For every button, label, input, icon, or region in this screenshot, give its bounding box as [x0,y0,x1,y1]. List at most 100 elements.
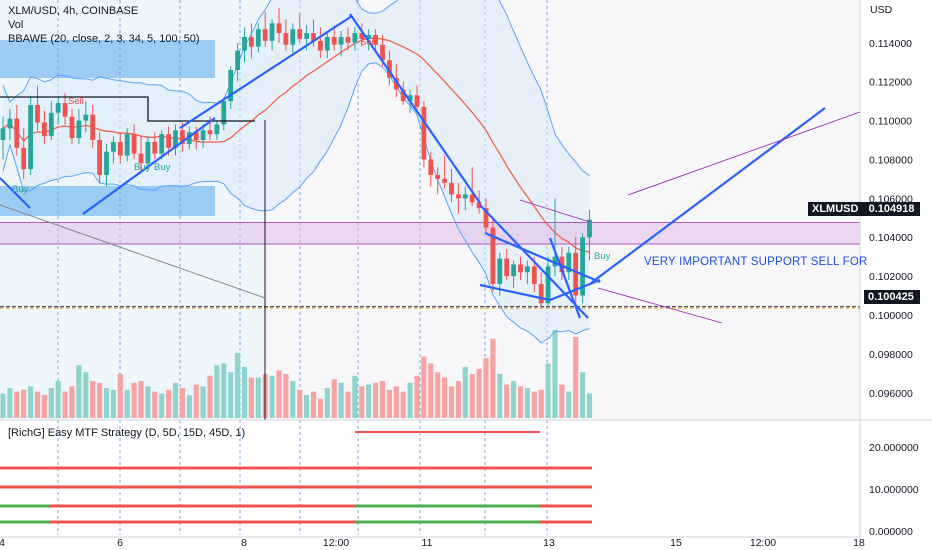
candle-body [111,141,116,152]
sell-signal: Sell [360,37,376,48]
lower-band [2,62,590,344]
candle-body [117,141,123,156]
volume-bar [7,388,13,418]
volume-bar [283,374,289,418]
candle-body [387,60,392,78]
candle-body [214,124,220,135]
price-axis-unit: USD [870,4,893,16]
volume-bar [124,389,130,418]
candle-body [276,23,282,34]
candle-body [104,151,109,175]
candle [35,85,40,131]
candle [14,105,20,156]
candle [173,124,178,156]
volume-bar [207,375,213,418]
candle-body [559,256,565,273]
time-tick: 4 [0,537,5,549]
price-tick: 0.096000 [869,388,913,400]
candle [104,143,109,187]
candle [145,136,151,172]
volume-bar [103,388,110,418]
volume-bar [200,386,206,418]
candle-body [504,258,510,277]
volume-bar [338,382,344,418]
volume-bar [152,391,158,418]
candle [318,27,323,59]
candle [442,155,447,189]
volume-bar [138,381,144,418]
volume-bar [524,388,530,418]
trendline [0,177,31,209]
bollinger-fill [0,0,590,343]
price-tick: 0.098000 [869,349,913,361]
candle-body [566,252,572,273]
time-tick: 12:00 [323,537,349,549]
candle-body [21,147,27,170]
candle-body [7,118,13,129]
volume-label[interactable]: Vol [8,19,24,31]
candle [283,19,289,51]
volume-bar [504,384,510,418]
candle-body [359,33,365,39]
candle-body [283,33,289,45]
candle-body [262,29,268,41]
candle-body [235,50,240,70]
candle [242,27,247,63]
candle [193,126,199,150]
candle-body [407,95,413,102]
candle [48,101,54,140]
volume-bar [228,372,234,418]
volume-bar [469,374,475,418]
price-tick: 0.102000 [869,271,913,283]
volume-bar [76,365,82,418]
indicator-label[interactable]: BBAWE (20, close, 2, 3, 34, 5, 100, 50) [8,33,200,45]
candle [373,29,378,51]
candle [269,19,275,51]
candle-body [221,101,227,125]
volume-bar [559,384,565,418]
band-fill [3,0,590,343]
candle [290,23,296,55]
strategy-label[interactable]: [RichG] Easy MTF Strategy (D, 5D, 15D, 4… [8,427,246,439]
candle [228,66,234,109]
candle [111,136,116,164]
trendline [590,107,826,284]
candle [90,105,96,148]
volume-bar [90,381,96,418]
candle [587,210,592,261]
candle-body [131,134,137,154]
candle-body [0,128,6,140]
bollinger-bands [2,0,590,344]
volume-bar [214,365,220,418]
price-tick: 0.100000 [869,310,913,322]
volume-bar [310,391,317,418]
volume-bar [345,391,351,418]
candle-body [159,134,165,154]
volume-bar [324,388,330,418]
candle [469,167,475,207]
candle [400,81,406,105]
candle-body [200,130,206,140]
candle [255,23,261,53]
volume-bar [255,377,261,418]
volume-bar [117,374,123,418]
volume-bar [331,379,337,418]
candle [456,182,461,214]
candle [7,108,13,140]
candle [490,217,496,292]
trendline [479,283,551,302]
candle-body [511,264,516,277]
indicator-tick: 20.000000 [869,442,919,454]
candle-body [324,36,330,51]
support-annotation[interactable]: VERY IMPORTANT SUPPORT SELL FOR [644,256,868,268]
symbol-title[interactable]: XLM/USD, 4h, COINBASE [8,5,139,17]
volume-bar [386,389,392,418]
level-price-tag: 0.100425 [864,290,920,304]
candle-body [400,89,406,102]
volume-bars [0,330,593,418]
candle [435,167,441,195]
volume-bar [317,398,323,418]
candle [97,132,102,183]
